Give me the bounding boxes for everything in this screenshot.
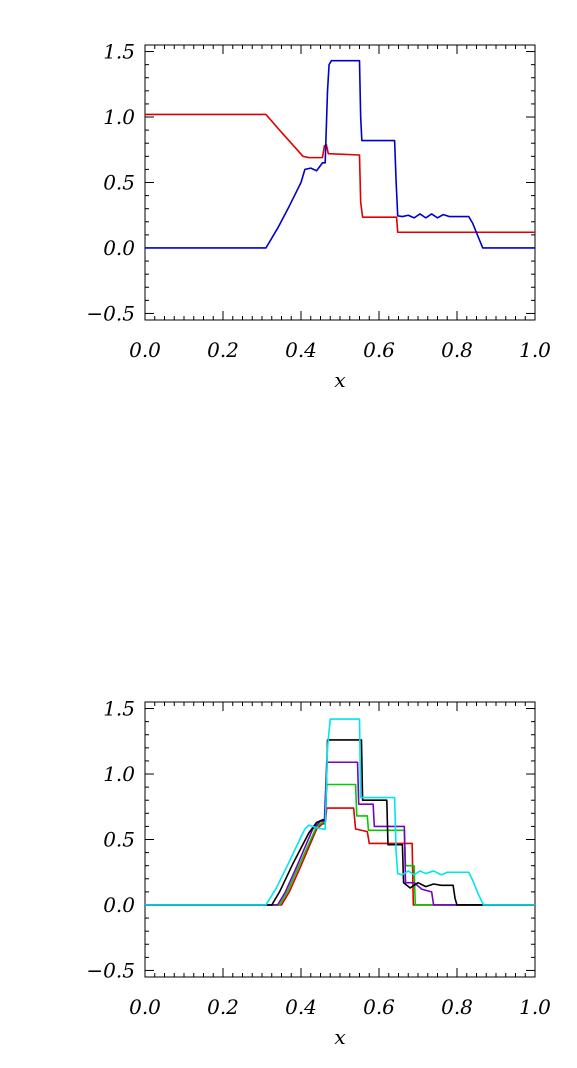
x-tick-label: 0.0 <box>129 338 161 362</box>
y-tick-label: 1.0 <box>103 762 135 786</box>
x-tick-label: 0.6 <box>363 338 395 362</box>
x-tick-label: 0.2 <box>207 995 239 1019</box>
bottom-line-chart: 0.0 0.2 0.4 0.6 0.8 1.0 −0.5 0.0 0.5 1.0 1.5 x <box>86 697 551 1049</box>
x-tick-label: 0.4 <box>285 338 317 362</box>
series-line-3 <box>145 761 535 906</box>
series-line-1 <box>145 113 535 234</box>
x-tick-label: 0.0 <box>129 995 161 1019</box>
x-tick-label: 1.0 <box>519 338 551 362</box>
y-tick-label: 0.0 <box>103 893 135 917</box>
x-tick-label: 0.6 <box>363 995 395 1019</box>
series-group <box>145 718 535 906</box>
y-tick-label: 1.0 <box>103 105 135 129</box>
y-tick-label: 0.5 <box>103 171 135 195</box>
y-tick-label: −0.5 <box>86 958 135 982</box>
x-axis-title: x <box>334 1025 345 1049</box>
series-line-5 <box>145 718 535 906</box>
series-line-1 <box>145 807 535 906</box>
x-tick-label: 0.8 <box>441 338 473 362</box>
y-tick-label: 1.5 <box>103 40 135 64</box>
top-line-chart: 0.0 0.2 0.4 0.6 0.8 1.0 −0.5 0.0 0.5 1.0 1.5 x <box>86 40 551 392</box>
x-tick-label: 0.8 <box>441 995 473 1019</box>
series-group <box>145 59 535 249</box>
series-line-4 <box>145 739 535 906</box>
y-tick-label: 1.5 <box>103 697 135 721</box>
series-line-2 <box>145 783 535 906</box>
x-tick-label: 0.2 <box>207 338 239 362</box>
x-tick-label: 0.4 <box>285 995 317 1019</box>
y-tick-label: 0.0 <box>103 236 135 260</box>
plot-frame <box>144 701 536 978</box>
y-tick-label: 0.5 <box>103 828 135 852</box>
y-tick-label: −0.5 <box>86 301 135 325</box>
x-tick-label: 1.0 <box>519 995 551 1019</box>
series-line-2 <box>145 59 535 249</box>
plot-frame <box>144 44 536 321</box>
x-axis-title: x <box>334 368 345 392</box>
